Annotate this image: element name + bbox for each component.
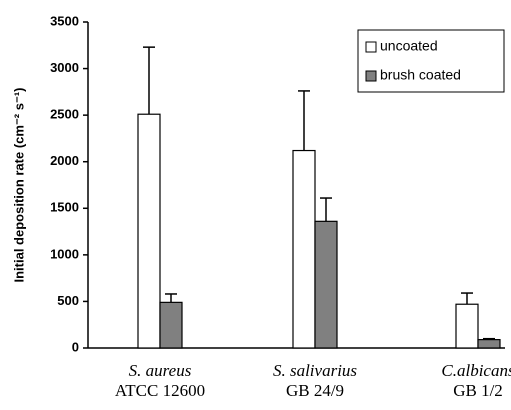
- y-tick-label: 3000: [50, 60, 79, 75]
- legend-swatch: [365, 70, 377, 82]
- category-strain: GB 1/2: [453, 381, 503, 400]
- bar: [159, 301, 183, 349]
- legend-swatch: [365, 41, 377, 53]
- y-axis-label: Initial deposition rate (cm⁻² s⁻¹): [11, 87, 26, 282]
- category-strain: ATCC 12600: [115, 381, 205, 400]
- y-tick-label: 500: [57, 293, 79, 308]
- bar: [314, 220, 338, 349]
- legend-label: brush coated: [380, 67, 461, 83]
- y-tick-label: 0: [72, 339, 79, 354]
- category-name: S. salivarius: [273, 361, 357, 380]
- y-tick-label: 2000: [50, 153, 79, 168]
- category-name: S. aureus: [129, 361, 192, 380]
- y-tick-label: 1000: [50, 246, 79, 261]
- bar: [292, 149, 316, 349]
- y-tick-label: 3500: [50, 13, 79, 28]
- category-name: C.albicans: [441, 361, 511, 380]
- bar: [455, 303, 479, 349]
- y-tick-label: 2500: [50, 107, 79, 122]
- legend-label: uncoated: [380, 38, 438, 54]
- legend-box: [357, 29, 505, 93]
- bar: [477, 339, 501, 349]
- y-tick-label: 1500: [50, 200, 79, 215]
- bar: [137, 113, 161, 349]
- category-strain: GB 24/9: [286, 381, 344, 400]
